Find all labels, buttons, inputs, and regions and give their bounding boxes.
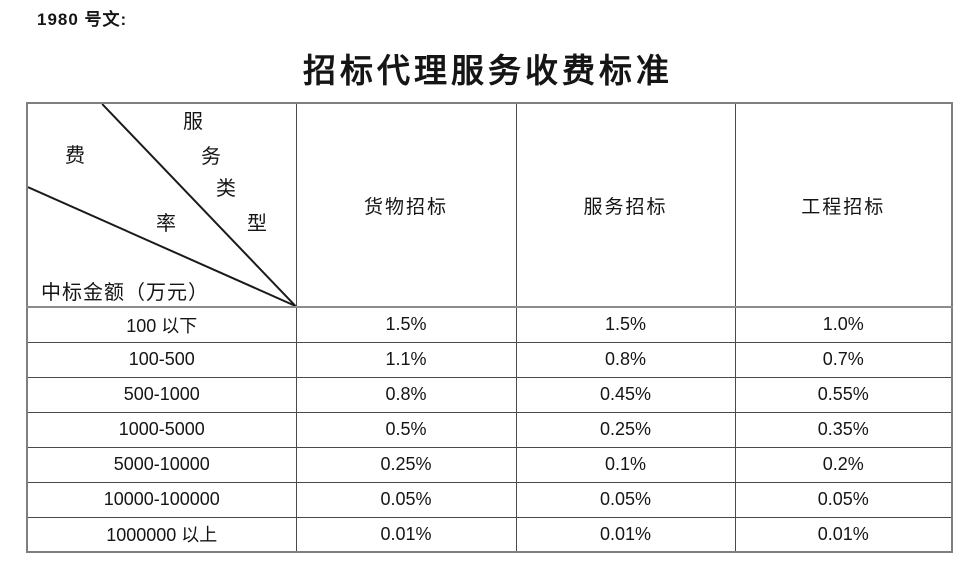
corner-service-type-char-3: 类 <box>216 176 236 200</box>
diagonal-line-lower <box>28 186 295 305</box>
rate-cell: 0.45% <box>515 376 736 413</box>
doc-number-label: 1980 号文: <box>37 10 128 29</box>
column-header-services: 服务招标 <box>515 102 736 308</box>
row-label: 100-500 <box>26 341 297 378</box>
table-row: 5000-10000 0.25% 0.1% 0.2% <box>26 446 953 483</box>
column-header-goods: 货物招标 <box>295 102 517 308</box>
rate-cell: 0.25% <box>515 411 736 448</box>
rate-cell: 0.35% <box>734 411 953 448</box>
corner-service-type-char-4: 型 <box>247 211 267 235</box>
rate-cell: 0.7% <box>734 341 953 378</box>
column-header-engineering: 工程招标 <box>734 102 953 308</box>
table-header-row: 服 务 类 型 费 率 中标金额（万元） 货物招标 服务招标 工程招标 <box>26 102 953 308</box>
rate-cell: 0.2% <box>734 446 953 483</box>
rate-cell: 0.01% <box>734 516 953 553</box>
corner-service-type-char-1: 服 <box>183 109 203 133</box>
diagonal-corner-inner: 服 务 类 型 费 率 中标金额（万元） <box>28 104 295 305</box>
corner-rate-char-2: 率 <box>156 211 176 235</box>
rate-cell: 1.5% <box>295 306 517 343</box>
diagonal-lines-graphic <box>28 104 295 305</box>
rate-cell: 0.25% <box>295 446 517 483</box>
corner-amount-label: 中标金额（万元） <box>41 280 209 304</box>
row-label: 100 以下 <box>26 306 297 343</box>
rate-cell: 0.05% <box>734 481 953 518</box>
table-row: 1000-5000 0.5% 0.25% 0.35% <box>26 411 953 448</box>
row-label: 5000-10000 <box>26 446 297 483</box>
rate-cell: 0.5% <box>295 411 517 448</box>
diagonal-corner-cell: 服 务 类 型 费 率 中标金额（万元） <box>26 102 297 308</box>
table-row: 100 以下 1.5% 1.5% 1.0% <box>26 306 953 343</box>
corner-rate-char-1: 费 <box>65 143 85 167</box>
rate-cell: 1.1% <box>295 341 517 378</box>
rate-cell: 0.01% <box>295 516 517 553</box>
rate-cell: 0.55% <box>734 376 953 413</box>
row-label: 10000-100000 <box>26 481 297 518</box>
rate-cell: 1.5% <box>515 306 736 343</box>
rate-cell: 1.0% <box>734 306 953 343</box>
table-row: 1000000 以上 0.01% 0.01% 0.01% <box>26 516 953 553</box>
rate-cell: 0.8% <box>515 341 736 378</box>
table-row: 500-1000 0.8% 0.45% 0.55% <box>26 376 953 413</box>
rate-cell: 0.8% <box>295 376 517 413</box>
page-title: 招标代理服务收费标准 <box>303 51 673 90</box>
fee-standard-table: 服 务 类 型 费 率 中标金额（万元） 货物招标 服务招标 工程招标 100 … <box>26 102 953 553</box>
row-label: 1000000 以上 <box>26 516 297 553</box>
table-row: 100-500 1.1% 0.8% 0.7% <box>26 341 953 378</box>
diagonal-line-upper <box>101 104 295 305</box>
corner-service-type-char-2: 务 <box>201 144 221 168</box>
row-label: 500-1000 <box>26 376 297 413</box>
rate-cell: 0.05% <box>515 481 736 518</box>
table-row: 10000-100000 0.05% 0.05% 0.05% <box>26 481 953 518</box>
rate-cell: 0.01% <box>515 516 736 553</box>
row-label: 1000-5000 <box>26 411 297 448</box>
rate-cell: 0.05% <box>295 481 517 518</box>
rate-cell: 0.1% <box>515 446 736 483</box>
